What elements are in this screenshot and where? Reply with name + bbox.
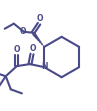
Text: O: O bbox=[37, 14, 43, 23]
Text: O: O bbox=[20, 27, 26, 36]
Text: O: O bbox=[14, 46, 21, 55]
Text: O: O bbox=[30, 45, 36, 54]
Text: N: N bbox=[41, 62, 48, 71]
